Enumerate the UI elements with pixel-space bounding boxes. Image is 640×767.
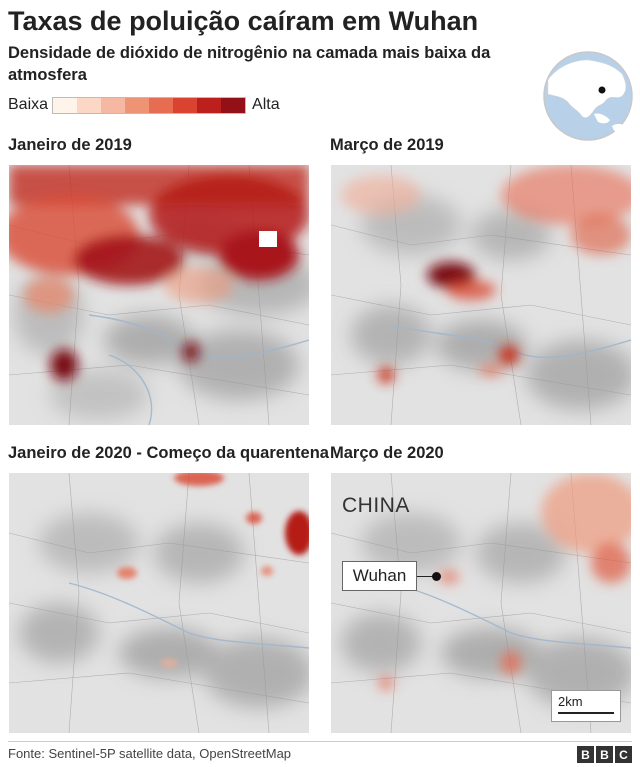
- bbc-logo-letter: B: [577, 746, 594, 763]
- legend-scale: [52, 96, 247, 114]
- legend-swatch: [173, 97, 198, 113]
- map-jan-2019: [9, 165, 309, 425]
- legend-swatch: [77, 97, 102, 113]
- country-label: CHINA: [342, 494, 410, 517]
- map-mar-2019: [331, 165, 631, 425]
- location-marker: [598, 86, 606, 94]
- legend-swatch: [53, 97, 78, 113]
- panel-title-jan-2020: Janeiro de 2020 - Começo da quarentena: [8, 444, 329, 462]
- bbc-logo: B B C: [577, 746, 632, 763]
- city-marker: [432, 572, 441, 581]
- legend-swatch: [221, 97, 246, 113]
- legend-swatch: [125, 97, 150, 113]
- legend-low-label: Baixa: [8, 96, 49, 113]
- legend-swatch: [197, 97, 222, 113]
- scale-bar: 2km: [551, 690, 621, 722]
- scale-label: 2km: [558, 694, 583, 709]
- bbc-logo-letter: C: [615, 746, 632, 763]
- panel-title-mar-2019: Março de 2019: [330, 136, 444, 154]
- panel-title-mar-2020: Março de 2020: [330, 444, 444, 462]
- city-label: Wuhan: [342, 561, 417, 591]
- city-leader-line: [417, 576, 437, 577]
- panel-title-jan-2019: Janeiro de 2019: [8, 136, 132, 154]
- map-mar-2020: [331, 473, 631, 733]
- source-note: Fonte: Sentinel-5P satellite data, OpenS…: [8, 746, 292, 761]
- footer-divider: [8, 741, 632, 742]
- legend-swatch: [149, 97, 174, 113]
- legend-high-label: Alta: [252, 96, 280, 113]
- locator-globe: [543, 51, 633, 141]
- bbc-logo-letter: B: [596, 746, 613, 763]
- scale-line: [558, 712, 614, 714]
- color-legend: Baixa Alta: [8, 95, 280, 115]
- chart-title: Taxas de poluição caíram em Wuhan: [8, 6, 479, 36]
- chart-subtitle: Densidade de dióxido de nitrogênio na ca…: [8, 44, 491, 84]
- map-jan-2020: [9, 473, 309, 733]
- legend-swatch: [101, 97, 126, 113]
